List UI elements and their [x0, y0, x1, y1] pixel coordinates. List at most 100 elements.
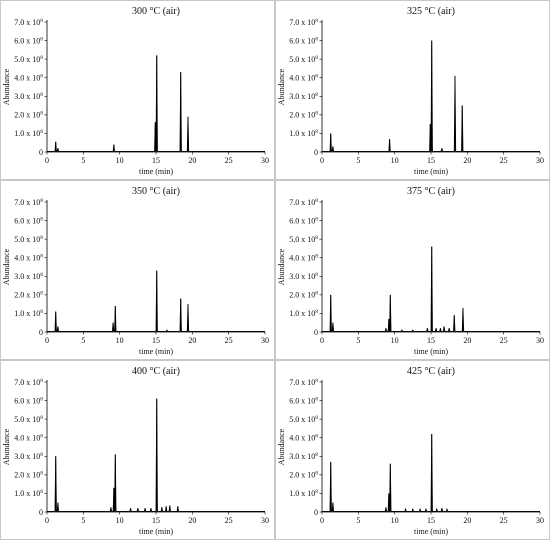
y-tick-label: 3.0 x 108 [14, 452, 43, 461]
y-tick-label: 0 [314, 148, 318, 157]
x-tick-label: 25 [225, 336, 233, 345]
x-axis-label: time (min) [414, 347, 448, 356]
y-tick-label: 4.0 x 108 [14, 74, 43, 83]
x-tick-label: 10 [116, 516, 124, 525]
y-tick-label: 6.0 x 108 [289, 36, 318, 45]
chart-svg: 325 °C (air) 0 1.0 x 108 2.0 x 108 3.0 x 108… [275, 0, 550, 180]
x-tick-label: 5 [81, 516, 85, 525]
chromatogram-trace [47, 270, 265, 332]
x-tick-label: 20 [188, 336, 196, 345]
chromatogram-trace [322, 433, 540, 512]
y-tick-label: 1.0 x 108 [289, 489, 318, 498]
x-tick-label: 25 [500, 156, 508, 165]
chart-svg: 300 °C (air) 0 1.0 x 108 2.0 x 108 3.0 x 108… [0, 0, 275, 180]
x-tick-label: 25 [225, 156, 233, 165]
y-tick-label: 0 [39, 508, 43, 517]
x-tick-label: 10 [391, 156, 399, 165]
chart-title: 350 °C (air) [132, 186, 180, 197]
x-tick-label: 20 [188, 516, 196, 525]
y-tick-label: 1.0 x 108 [14, 489, 43, 498]
x-tick-label: 25 [500, 516, 508, 525]
y-tick-label: 2.0 x 108 [14, 291, 43, 300]
y-tick-label: 7.0 x 108 [289, 198, 318, 207]
y-tick-label: 4.0 x 108 [14, 254, 43, 263]
y-tick-label: 2.0 x 108 [289, 471, 318, 480]
x-tick-label: 20 [463, 336, 471, 345]
x-tick-label: 20 [463, 156, 471, 165]
x-tick-label: 30 [261, 156, 269, 165]
y-tick-label: 1.0 x 108 [14, 309, 43, 318]
y-tick-label: 2.0 x 108 [14, 471, 43, 480]
chart-title: 400 °C (air) [132, 366, 180, 377]
y-tick-label: 4.0 x 108 [289, 74, 318, 83]
panel-border [0, 180, 275, 360]
y-tick-label: 5.0 x 108 [289, 415, 318, 424]
x-tick-label: 10 [116, 336, 124, 345]
x-tick-label: 10 [116, 156, 124, 165]
x-tick-label: 0 [45, 336, 49, 345]
x-tick-label: 0 [320, 336, 324, 345]
chart-panel: 425 °C (air) 0 1.0 x 108 2.0 x 108 3.0 x 108… [275, 360, 550, 540]
chart-panel: 400 °C (air) 0 1.0 x 108 2.0 x 108 3.0 x 108… [0, 360, 275, 540]
chromatogram-trace [47, 398, 265, 512]
y-tick-label: 5.0 x 108 [14, 55, 43, 64]
y-tick-label: 1.0 x 108 [289, 309, 318, 318]
x-tick-label: 25 [225, 516, 233, 525]
y-tick-label: 4.0 x 108 [289, 434, 318, 443]
y-tick-label: 6.0 x 108 [14, 36, 43, 45]
x-tick-label: 15 [152, 516, 160, 525]
y-tick-label: 7.0 x 108 [14, 198, 43, 207]
x-axis-label: time (min) [139, 527, 173, 536]
chart-panel: 350 °C (air) 0 1.0 x 108 2.0 x 108 3.0 x 108… [0, 180, 275, 360]
y-tick-label: 6.0 x 108 [14, 396, 43, 405]
y-axis-label: Abundance [2, 68, 11, 105]
panel-border [0, 0, 275, 180]
x-tick-label: 25 [500, 336, 508, 345]
chart-svg: 400 °C (air) 0 1.0 x 108 2.0 x 108 3.0 x 108… [0, 360, 275, 540]
y-tick-label: 4.0 x 108 [289, 254, 318, 263]
x-tick-label: 0 [45, 516, 49, 525]
x-tick-label: 30 [536, 336, 544, 345]
chart-panel: 300 °C (air) 0 1.0 x 108 2.0 x 108 3.0 x 108… [0, 0, 275, 180]
y-tick-label: 5.0 x 108 [14, 235, 43, 244]
y-tick-label: 2.0 x 108 [289, 111, 318, 120]
y-tick-label: 4.0 x 108 [14, 434, 43, 443]
y-axis-label: Abundance [277, 68, 286, 105]
y-axis-label: Abundance [2, 248, 11, 285]
x-tick-label: 0 [320, 516, 324, 525]
x-tick-label: 30 [536, 156, 544, 165]
y-tick-label: 3.0 x 108 [289, 452, 318, 461]
x-tick-label: 15 [152, 156, 160, 165]
x-axis-label: time (min) [414, 527, 448, 536]
y-axis-label: Abundance [2, 428, 11, 465]
y-tick-label: 6.0 x 108 [289, 216, 318, 225]
x-tick-label: 10 [391, 336, 399, 345]
x-tick-label: 20 [463, 516, 471, 525]
x-tick-label: 30 [536, 516, 544, 525]
y-tick-label: 5.0 x 108 [289, 55, 318, 64]
y-tick-label: 5.0 x 108 [14, 415, 43, 424]
chart-title: 375 °C (air) [407, 186, 455, 197]
x-axis-label: time (min) [139, 167, 173, 176]
y-axis-label: Abundance [277, 428, 286, 465]
y-tick-label: 7.0 x 108 [289, 18, 318, 27]
y-tick-label: 0 [314, 328, 318, 337]
x-axis-label: time (min) [414, 167, 448, 176]
y-tick-label: 3.0 x 108 [289, 272, 318, 281]
chart-panel: 375 °C (air) 0 1.0 x 108 2.0 x 108 3.0 x 108… [275, 180, 550, 360]
y-tick-label: 2.0 x 108 [14, 111, 43, 120]
y-tick-label: 1.0 x 108 [14, 129, 43, 138]
chart-svg: 375 °C (air) 0 1.0 x 108 2.0 x 108 3.0 x 108… [275, 180, 550, 360]
y-tick-label: 7.0 x 108 [14, 18, 43, 27]
chromatogram-trace [322, 40, 540, 152]
y-tick-label: 0 [314, 508, 318, 517]
chromatogram-trace [322, 246, 540, 332]
chart-title: 325 °C (air) [407, 6, 455, 17]
chart-panel: 325 °C (air) 0 1.0 x 108 2.0 x 108 3.0 x 108… [275, 0, 550, 180]
y-tick-label: 0 [39, 148, 43, 157]
y-tick-label: 7.0 x 108 [14, 378, 43, 387]
x-tick-label: 5 [356, 516, 360, 525]
y-tick-label: 2.0 x 108 [289, 291, 318, 300]
chart-svg: 350 °C (air) 0 1.0 x 108 2.0 x 108 3.0 x 108… [0, 180, 275, 360]
